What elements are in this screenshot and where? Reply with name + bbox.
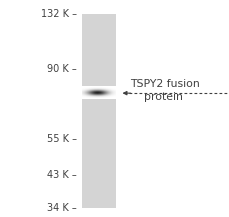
Text: 55 K –: 55 K – [47, 135, 77, 145]
Text: 43 K –: 43 K – [47, 170, 77, 180]
Text: TSPY2 fusion: TSPY2 fusion [129, 79, 199, 89]
Bar [81, 14, 116, 208]
Text: 34 K –: 34 K – [47, 203, 77, 213]
Text: 132 K –: 132 K – [41, 9, 77, 19]
Text: protein: protein [143, 92, 182, 102]
Text: 90 K –: 90 K – [47, 64, 77, 74]
